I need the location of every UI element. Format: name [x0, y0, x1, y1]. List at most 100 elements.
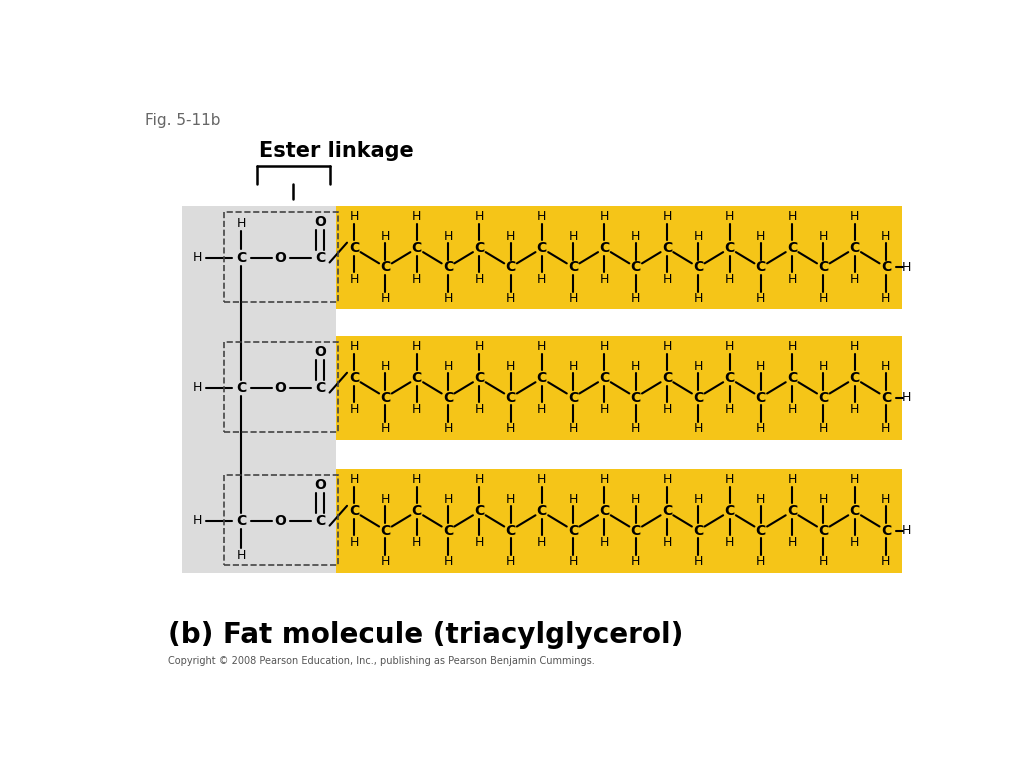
- Text: H: H: [725, 536, 734, 549]
- Text: C: C: [881, 524, 891, 538]
- Text: H: H: [194, 251, 203, 264]
- Text: C: C: [599, 371, 609, 385]
- Text: H: H: [663, 340, 672, 353]
- Text: Copyright © 2008 Pearson Education, Inc., publishing as Pearson Benjamin Cumming: Copyright © 2008 Pearson Education, Inc.…: [168, 656, 594, 666]
- Text: H: H: [725, 340, 734, 353]
- Text: C: C: [599, 504, 609, 518]
- Text: C: C: [693, 260, 703, 274]
- Text: C: C: [443, 524, 454, 538]
- Text: C: C: [568, 260, 579, 274]
- Text: C: C: [474, 241, 484, 255]
- Text: C: C: [443, 391, 454, 405]
- Text: C: C: [412, 504, 422, 518]
- Text: C: C: [349, 504, 359, 518]
- Text: (b) Fat molecule (triacylglycerol): (b) Fat molecule (triacylglycerol): [168, 621, 683, 649]
- Text: H: H: [850, 273, 859, 286]
- Text: H: H: [474, 536, 484, 549]
- Text: C: C: [599, 241, 609, 255]
- Text: H: H: [663, 473, 672, 486]
- Text: H: H: [538, 340, 547, 353]
- Text: H: H: [787, 536, 797, 549]
- Text: H: H: [693, 493, 702, 506]
- Text: O: O: [314, 215, 326, 230]
- Text: H: H: [506, 555, 515, 568]
- Text: C: C: [631, 260, 641, 274]
- Bar: [336, 336, 902, 439]
- Text: C: C: [315, 514, 326, 528]
- Text: C: C: [881, 391, 891, 405]
- Text: H: H: [756, 359, 766, 372]
- Text: C: C: [786, 504, 797, 518]
- Text: H: H: [412, 273, 422, 286]
- Text: C: C: [662, 241, 672, 255]
- Text: H: H: [631, 555, 640, 568]
- Text: H: H: [538, 403, 547, 416]
- Text: C: C: [724, 504, 734, 518]
- Text: H: H: [787, 273, 797, 286]
- Text: H: H: [443, 422, 453, 435]
- Text: H: H: [693, 422, 702, 435]
- Text: C: C: [631, 391, 641, 405]
- Bar: [224, 212, 338, 302]
- Text: H: H: [850, 210, 859, 223]
- Text: H: H: [474, 210, 484, 223]
- Text: H: H: [787, 340, 797, 353]
- Text: H: H: [693, 359, 702, 372]
- Text: C: C: [724, 371, 734, 385]
- Text: C: C: [237, 381, 247, 395]
- Text: H: H: [568, 359, 578, 372]
- Text: C: C: [237, 250, 247, 265]
- Text: H: H: [882, 230, 891, 243]
- Text: H: H: [381, 230, 390, 243]
- Text: H: H: [600, 403, 609, 416]
- Text: H: H: [600, 273, 609, 286]
- Text: H: H: [506, 230, 515, 243]
- Text: H: H: [412, 210, 422, 223]
- Text: H: H: [474, 340, 484, 353]
- Text: C: C: [724, 241, 734, 255]
- Text: O: O: [314, 478, 326, 492]
- Text: H: H: [237, 548, 246, 561]
- Text: H: H: [381, 359, 390, 372]
- Text: C: C: [818, 524, 828, 538]
- Text: C: C: [537, 504, 547, 518]
- Text: H: H: [818, 422, 828, 435]
- Text: H: H: [756, 555, 766, 568]
- Text: C: C: [756, 391, 766, 405]
- Text: H: H: [663, 536, 672, 549]
- Text: H: H: [412, 403, 422, 416]
- Text: C: C: [237, 514, 247, 528]
- Text: H: H: [818, 230, 828, 243]
- Text: H: H: [631, 230, 640, 243]
- Text: H: H: [725, 473, 734, 486]
- Text: H: H: [756, 493, 766, 506]
- Text: H: H: [412, 473, 422, 486]
- Text: H: H: [631, 359, 640, 372]
- Text: H: H: [756, 230, 766, 243]
- Text: H: H: [725, 403, 734, 416]
- Text: H: H: [787, 403, 797, 416]
- Text: H: H: [443, 230, 453, 243]
- Text: H: H: [443, 555, 453, 568]
- Text: H: H: [506, 493, 515, 506]
- Text: C: C: [631, 524, 641, 538]
- Text: H: H: [850, 403, 859, 416]
- Text: H: H: [818, 493, 828, 506]
- Text: C: C: [662, 371, 672, 385]
- Text: C: C: [380, 524, 390, 538]
- Text: H: H: [725, 273, 734, 286]
- Text: H: H: [443, 493, 453, 506]
- Text: C: C: [380, 260, 390, 274]
- Text: H: H: [693, 555, 702, 568]
- Text: C: C: [315, 250, 326, 265]
- Text: H: H: [443, 359, 453, 372]
- Text: H: H: [349, 473, 358, 486]
- Text: H: H: [882, 555, 891, 568]
- Text: O: O: [274, 381, 287, 395]
- Text: H: H: [725, 210, 734, 223]
- Text: H: H: [474, 403, 484, 416]
- Text: H: H: [693, 293, 702, 306]
- Text: H: H: [538, 473, 547, 486]
- Text: H: H: [663, 403, 672, 416]
- Text: H: H: [850, 536, 859, 549]
